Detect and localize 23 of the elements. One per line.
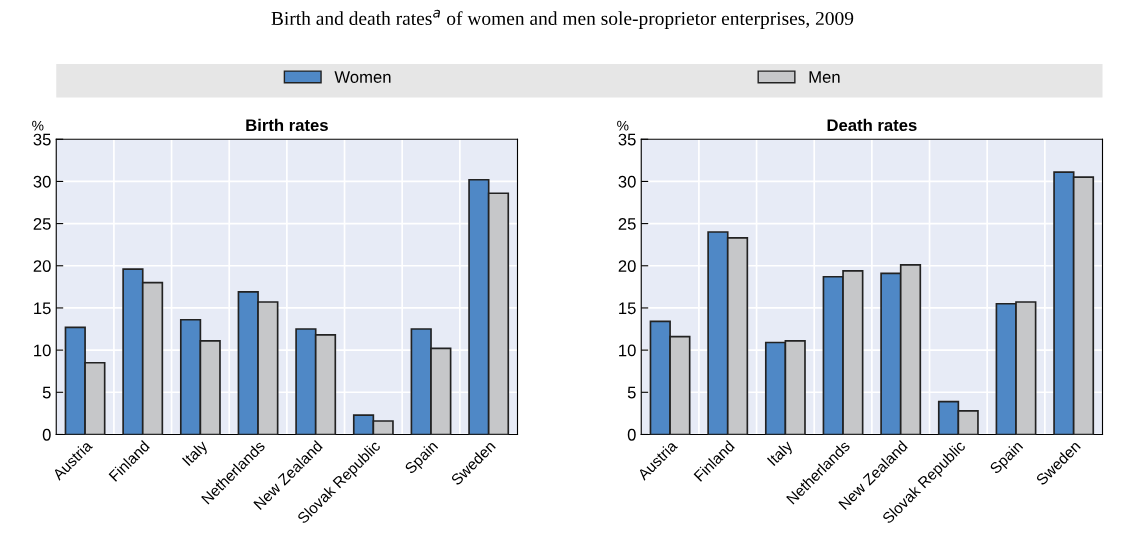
- y-axis-title: %: [32, 120, 44, 131]
- y-tick-label: 35: [33, 133, 51, 146]
- chart-subtitle: Death rates: [827, 118, 917, 132]
- y-tick-label: 15: [619, 302, 636, 315]
- y-tick-label: 25: [618, 218, 636, 230]
- y-tick-label: 30: [618, 175, 636, 188]
- y-tick-label: 10: [619, 344, 636, 357]
- text: Birth and death rates$^{a}$ of women and men sole-proprietor enterprises, 2009: [271, 9, 854, 29]
- y-tick-label: 10: [34, 344, 51, 357]
- y-tick-label: 30: [33, 175, 51, 188]
- y-tick-label: 35: [618, 133, 636, 146]
- y-tick-label: 25: [33, 218, 51, 230]
- y-tick-label: 5: [627, 386, 636, 399]
- y-axis-title: %: [617, 120, 629, 131]
- y-tick-label: 20: [618, 260, 636, 272]
- y-tick-label: 0: [627, 428, 636, 441]
- y-tick-label: 15: [34, 302, 51, 315]
- chart-subtitle: Birth rates: [246, 118, 328, 132]
- legend-label: Men: [809, 71, 840, 83]
- y-tick-label: 20: [33, 260, 51, 272]
- y-tick-label: 0: [42, 428, 51, 441]
- y-tick-label: 5: [42, 386, 51, 399]
- legend-label: Women: [334, 71, 391, 83]
